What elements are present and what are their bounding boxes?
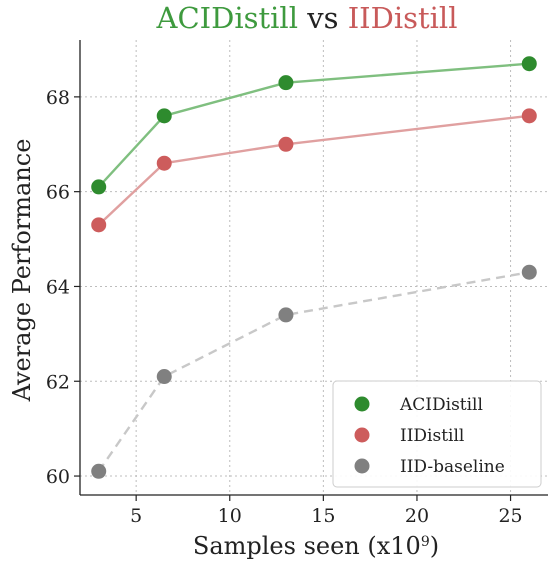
y-axis-label: Average Performance (8, 139, 36, 403)
point-acidistill-3 (521, 56, 537, 72)
x-axis-label-exponent: 9 (421, 534, 430, 550)
x-tick-label-15: 15 (311, 505, 335, 527)
series-layer (91, 56, 537, 479)
point-iidistill-3 (521, 108, 537, 124)
point-iidistill-0 (91, 217, 107, 233)
legend-label-acidistill: ACIDistill (399, 395, 483, 415)
legend-label-iid-baseline: IID-baseline (400, 457, 505, 477)
point-iidistill-2 (278, 136, 294, 152)
series-line-iid-baseline (97, 271, 530, 472)
x-tick-label-5: 5 (130, 505, 142, 527)
point-iidistill-1 (156, 155, 172, 171)
y-tick-label-68: 68 (46, 87, 70, 109)
legend-marker-iid-baseline (354, 458, 370, 474)
x-tick-label-20: 20 (405, 505, 429, 527)
y-tick-label-64: 64 (46, 276, 70, 298)
point-iid-baseline-1 (156, 369, 172, 385)
chart-title: ACIDistill vs IIDistill (156, 1, 458, 35)
x-axis-label-close: ) (430, 532, 439, 560)
x-tick-label-25: 25 (498, 505, 522, 527)
point-acidistill-1 (156, 108, 172, 124)
legend: ACIDistill IIDistill IID-baseline (332, 380, 542, 488)
point-acidistill-2 (278, 75, 294, 91)
y-axis-ticks: 60 62 64 66 68 (46, 87, 80, 488)
point-iid-baseline-2 (278, 307, 294, 323)
point-acidistill-0 (91, 179, 107, 195)
x-tick-label-10: 10 (218, 505, 242, 527)
title-part-1: ACIDistill (156, 1, 298, 35)
x-axis-label: Samples seen (x109) (193, 532, 439, 560)
point-iid-baseline-0 (91, 463, 107, 479)
x-axis-ticks: 5 10 15 20 25 (130, 495, 523, 527)
legend-label-iidistill: IIDistill (400, 426, 464, 446)
y-tick-label-66: 66 (46, 182, 70, 204)
legend-marker-acidistill (354, 396, 370, 412)
legend-marker-iidistill (354, 427, 370, 443)
series-line-iidistill (97, 114, 530, 226)
point-iid-baseline-3 (521, 264, 537, 280)
series-line-acidistill (97, 62, 530, 188)
title-part-2: vs (298, 1, 348, 35)
legend-box (332, 380, 542, 488)
x-axis-label-main: Samples seen (x10 (193, 532, 421, 560)
title-part-3: IIDistill (348, 1, 458, 35)
y-tick-label-62: 62 (46, 371, 70, 393)
y-tick-label-60: 60 (46, 466, 70, 488)
